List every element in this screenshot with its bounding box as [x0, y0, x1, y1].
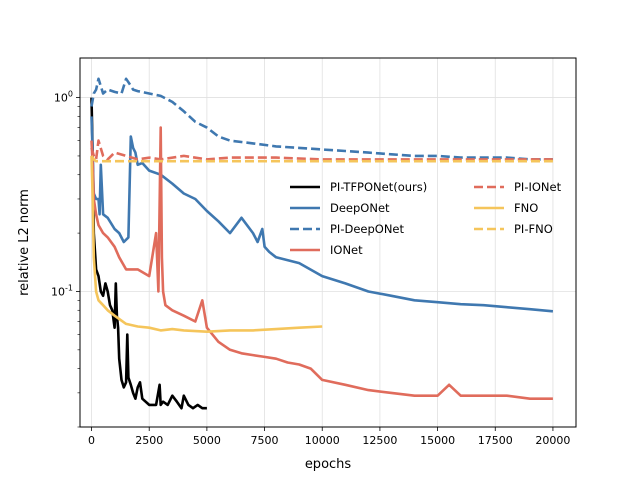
y-tick-label: 10-1: [51, 283, 73, 298]
legend-label: PI-DeepONet: [330, 222, 405, 236]
legend: PI-TFPONet(ours) DeepONet PI-DeepONet IONet…: [290, 180, 562, 257]
series-layer: [90, 77, 554, 410]
legend-label: IONet: [330, 243, 363, 257]
legend-label: FNO: [514, 201, 538, 215]
series-line-ionet: [90, 126, 553, 401]
x-tick-label: 7500: [251, 434, 279, 447]
x-tick-label: 0: [88, 434, 95, 447]
x-tick-label: 12500: [362, 434, 397, 447]
x-tick-label: 15000: [420, 434, 455, 447]
series-line-pi-tfponet-ours: [90, 97, 207, 410]
x-tick-label: 17500: [478, 434, 513, 447]
ticks-layer: 0 2500 5000 7500 10000 12500 15000 17500 20000 10…: [51, 90, 570, 447]
x-tick-label: 2500: [135, 434, 163, 447]
x-axis-label: epochs: [305, 457, 352, 472]
legend-label: DeepONet: [330, 201, 390, 215]
series-line-deeponet: [90, 116, 554, 313]
x-tick-label: 20000: [535, 434, 570, 447]
x-tick-label: 5000: [193, 434, 221, 447]
legend-label: PI-FNO: [514, 222, 553, 236]
legend-label: PI-TFPONet(ours): [330, 180, 427, 194]
series-line-fno: [90, 155, 323, 334]
x-tick-label: 10000: [305, 434, 340, 447]
series-line-pi-ionet: [90, 139, 553, 161]
series-line-pi-fno: [90, 155, 553, 163]
y-tick-label: 100: [54, 90, 73, 105]
y-axis-label: relative L2 norm: [17, 189, 32, 296]
series-line-pi-deeponet: [90, 77, 553, 161]
axes-frame: [79, 57, 577, 428]
legend-label: PI-IONet: [514, 180, 562, 194]
